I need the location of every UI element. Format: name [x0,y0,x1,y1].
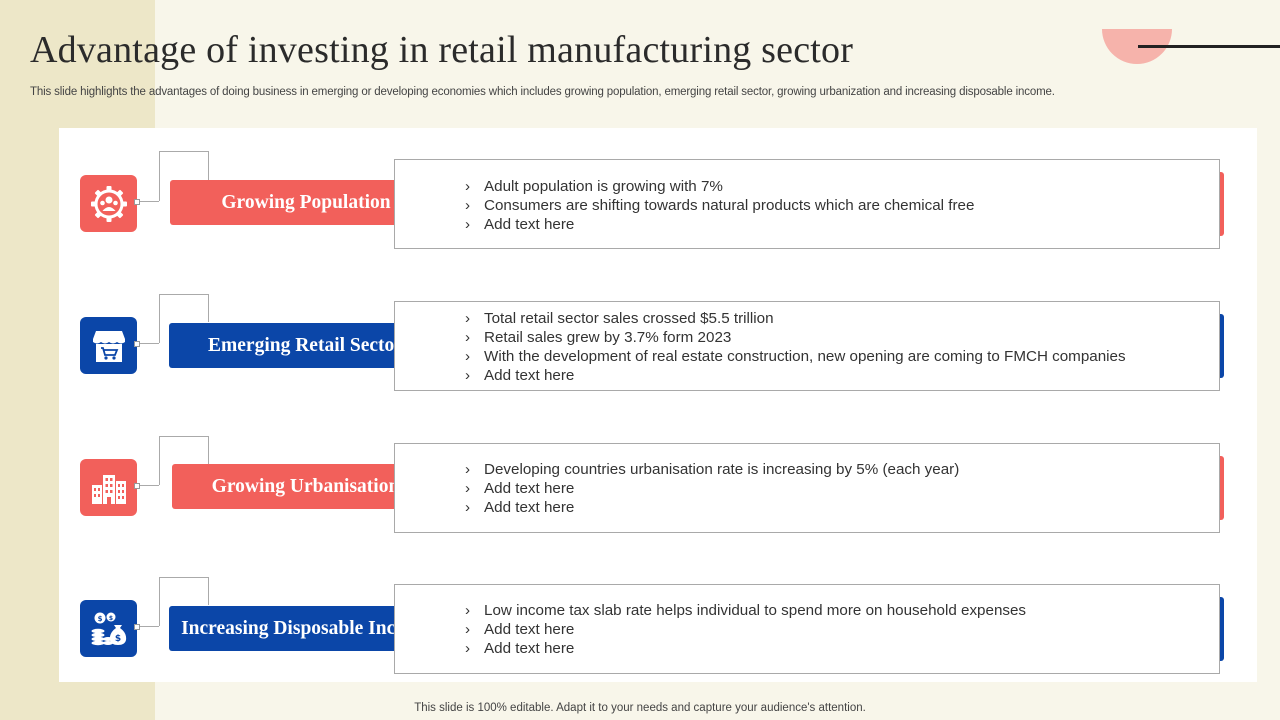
svg-text:$: $ [108,615,112,622]
advantage-row-increasing-disposable-income: $ $ $ Increasing Disposable Income Low i… [0,577,1280,674]
bullet-item: Total retail sector sales crossed $5.5 t… [465,309,1126,328]
advantage-row-growing-urbanisation: Growing Urbanisation Developing countrie… [0,436,1280,533]
connector-dot [134,483,140,489]
bullet-item: Retail sales grew by 3.7% form 2023 [465,328,1126,347]
shop-cart-icon [80,317,137,374]
content-box: Low income tax slab rate helps individua… [394,584,1220,674]
money-bags-icon: $ $ $ [80,600,137,657]
bullet-item: Add text here [465,620,1026,639]
slide-footer: This slide is 100% editable. Adapt it to… [414,702,866,714]
content-box: Developing countries urbanisation rate i… [394,443,1220,533]
bullet-item: Developing countries urbanisation rate i… [465,460,959,479]
advantage-row-emerging-retail-sector: Emerging Retail Sector Total retail sect… [0,294,1280,391]
content-box: Total retail sector sales crossed $5.5 t… [394,301,1220,391]
decorative-line [1138,45,1280,48]
bullet-item: With the development of real estate cons… [465,347,1126,366]
decorative-mask [1095,0,1185,29]
connector-dot [134,199,140,205]
people-gear-icon [80,175,137,232]
content-box: Adult population is growing with 7% Cons… [394,159,1220,249]
bullet-item: Add text here [465,366,1126,385]
bullet-item: Add text here [465,215,974,234]
bullet-item: Low income tax slab rate helps individua… [465,601,1026,620]
accent-bar [1218,597,1224,661]
bullet-item: Adult population is growing with 7% [465,177,974,196]
connector-dot [134,624,140,630]
slide-subtitle: This slide highlights the advantages of … [30,86,1055,98]
svg-text:$: $ [97,615,102,623]
svg-text:$: $ [114,634,120,644]
bullet-list: Low income tax slab rate helps individua… [465,601,1026,658]
buildings-icon [80,459,137,516]
advantage-row-growing-population: Growing Population Adult population is g… [0,151,1280,249]
bullet-list: Developing countries urbanisation rate i… [465,460,959,517]
bullet-item: Consumers are shifting towards natural p… [465,196,974,215]
bullet-item: Add text here [465,479,959,498]
connector-dot [134,341,140,347]
bullet-item: Add text here [465,498,959,517]
accent-bar [1218,456,1224,520]
accent-bar [1218,314,1224,378]
bullet-item: Add text here [465,639,1026,658]
accent-bar [1218,172,1224,236]
slide-title: Advantage of investing in retail manufac… [30,29,854,71]
bullet-list: Adult population is growing with 7% Cons… [465,177,974,234]
bullet-list: Total retail sector sales crossed $5.5 t… [465,309,1126,385]
